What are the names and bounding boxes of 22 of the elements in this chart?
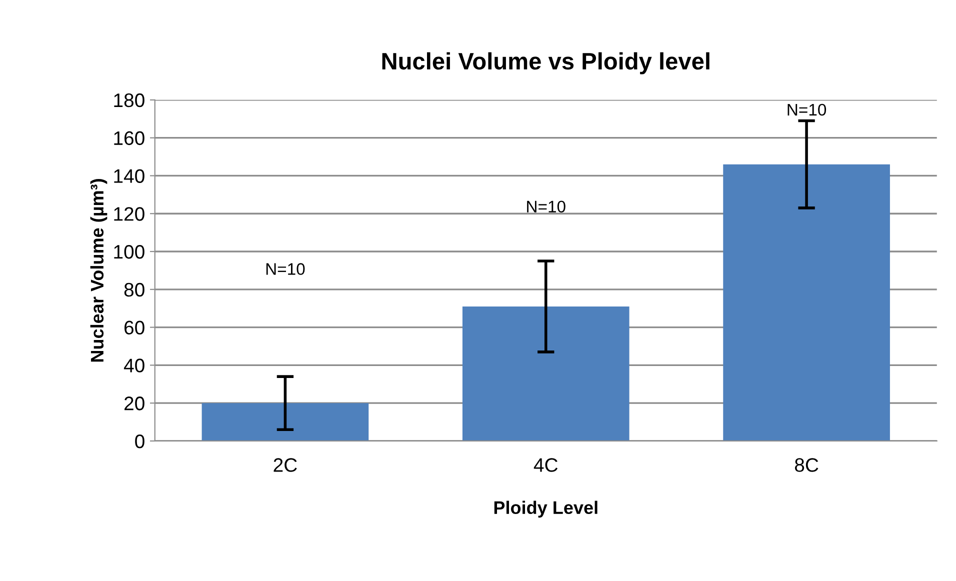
annotation: N=10	[266, 263, 305, 275]
y-tick-label: 180	[114, 93, 144, 108]
bar	[462, 306, 630, 441]
chart-title: Nuclei Volume vs Ploidy level	[382, 52, 710, 74]
y-tick-label: 0	[135, 434, 144, 448]
y-tick-label: 160	[114, 131, 144, 146]
y-tick-label: 100	[114, 244, 144, 259]
y-tick-label: 120	[114, 207, 144, 221]
x-tick-label: 2C	[274, 458, 297, 472]
y-tick-label: 20	[124, 396, 144, 410]
x-axis-title: Ploidy Level	[494, 500, 598, 518]
bar	[202, 403, 369, 441]
y-tick-label: 60	[124, 320, 144, 335]
y-tick-label: 80	[124, 282, 144, 297]
x-tick-label: 4C	[534, 458, 558, 472]
annotation: N=10	[788, 104, 826, 116]
y-tick-label: 140	[114, 169, 144, 183]
y-tick-label: 40	[124, 358, 144, 372]
y-axis-title: Nuclear Volume (µm³)	[90, 179, 108, 362]
annotation: N=10	[527, 200, 566, 213]
x-tick-label: 8C	[794, 458, 818, 472]
bar	[723, 164, 890, 441]
